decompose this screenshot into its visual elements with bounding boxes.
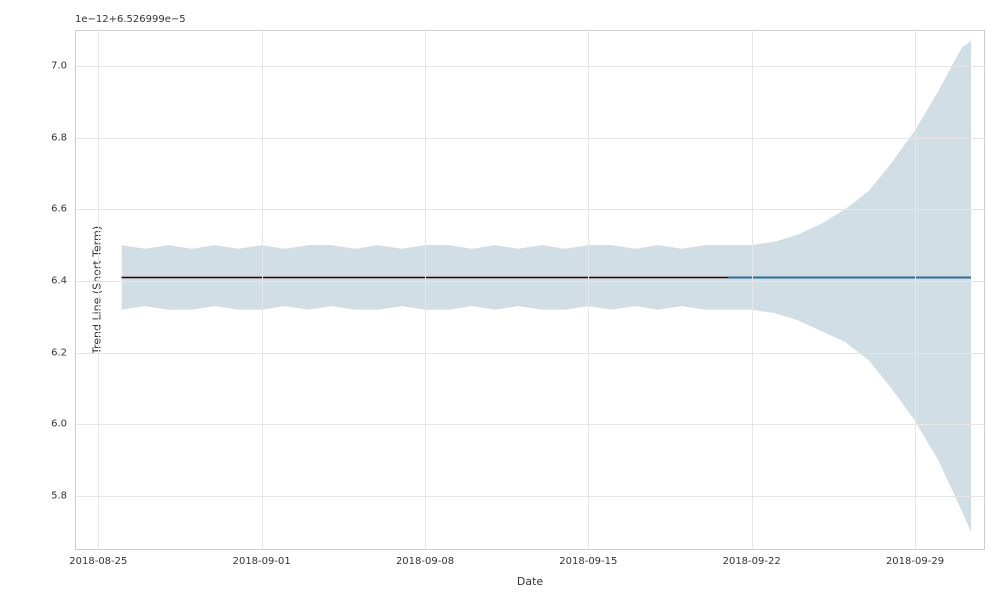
grid-line-vertical (915, 30, 916, 550)
chart-svg-layer (75, 30, 985, 550)
grid-line-vertical (98, 30, 99, 550)
y-tick-label: 6.2 (51, 347, 67, 358)
grid-line-horizontal (75, 424, 985, 425)
x-axis-label: Date (517, 575, 543, 588)
grid-line-horizontal (75, 496, 985, 497)
x-tick-label: 2018-09-08 (396, 556, 454, 567)
y-tick-label: 6.0 (51, 419, 67, 430)
y-axis-offset-text: 1e−12+6.526999e−5 (75, 14, 186, 25)
axis-spine-top (75, 30, 985, 31)
axis-spine-left (75, 30, 76, 550)
x-tick-label: 2018-09-29 (886, 556, 944, 567)
axis-spine-right (984, 30, 985, 550)
grid-line-vertical (425, 30, 426, 550)
x-tick-label: 2018-09-01 (233, 556, 291, 567)
grid-line-horizontal (75, 138, 985, 139)
chart-container: 1e−12+6.526999e−5 Trend Line (Short Term… (0, 0, 1000, 600)
y-tick-label: 5.8 (51, 491, 67, 502)
grid-line-horizontal (75, 281, 985, 282)
grid-line-horizontal (75, 66, 985, 67)
grid-line-horizontal (75, 209, 985, 210)
confidence-band (122, 41, 971, 532)
plot-area: 1e−12+6.526999e−5 Trend Line (Short Term… (75, 30, 985, 550)
x-tick-label: 2018-09-15 (559, 556, 617, 567)
x-tick-label: 2018-09-22 (723, 556, 781, 567)
grid-line-vertical (262, 30, 263, 550)
y-tick-label: 6.4 (51, 276, 67, 287)
grid-line-vertical (752, 30, 753, 550)
grid-line-vertical (588, 30, 589, 550)
axis-spine-bottom (75, 549, 985, 550)
y-tick-label: 7.0 (51, 60, 67, 71)
y-tick-label: 6.8 (51, 132, 67, 143)
x-tick-label: 2018-08-25 (69, 556, 127, 567)
grid-line-horizontal (75, 353, 985, 354)
y-tick-label: 6.6 (51, 204, 67, 215)
